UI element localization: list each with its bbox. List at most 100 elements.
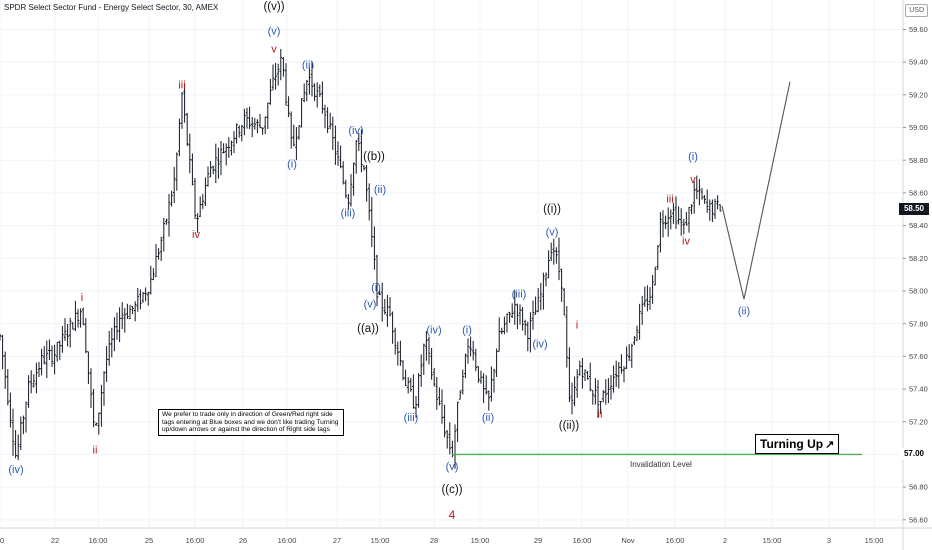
invalidation-price-tag: 57.00 — [899, 448, 929, 461]
ohlc-bar — [562, 288, 566, 316]
ohlc-bar — [243, 108, 246, 136]
ohlc-bar — [305, 79, 309, 102]
ohlc-bar — [6, 369, 10, 406]
ohlc-bar — [97, 412, 101, 435]
ohlc-bar — [120, 302, 124, 330]
ohlc-bar — [87, 351, 90, 385]
wave-label: (ii) — [374, 184, 386, 196]
last-price-tag: 58.50 — [899, 203, 929, 216]
ohlc-bar — [440, 389, 444, 424]
ohlc-bar — [484, 375, 488, 395]
ohlc-bar — [430, 347, 433, 380]
ohlc-bar — [240, 124, 244, 142]
ohlc-bar — [295, 127, 298, 161]
wave-label: (v) — [446, 461, 459, 473]
currency-badge[interactable]: USD — [905, 4, 928, 17]
ohlc-bar — [469, 336, 472, 357]
ohlc-bar — [508, 311, 511, 323]
ohlc-bar — [105, 345, 108, 382]
ohlc-bar — [318, 84, 322, 97]
ohlc-bar — [149, 265, 153, 295]
ohlc-bar — [630, 343, 634, 368]
ohlc-bar — [661, 210, 665, 238]
ohlc-bar — [9, 392, 12, 428]
ohlc-bar — [651, 274, 654, 304]
ohlc-bar — [401, 360, 405, 381]
wave-label: ((ii)) — [559, 420, 580, 432]
ohlc-bar — [16, 434, 20, 461]
ohlc-bar — [672, 202, 675, 224]
ohlc-bar — [627, 344, 631, 362]
wave-labels: (iv)iiiiiiiv3((v))(v)v(i)(ii)(iv)(iii)((… — [8, 1, 750, 522]
ohlc-bar — [3, 351, 7, 389]
projection-line — [721, 81, 791, 300]
price-tick-label: 56.60 — [909, 515, 928, 524]
price-tick-label: 57.40 — [909, 385, 928, 394]
ohlc-bar — [302, 83, 306, 103]
ohlc-bar — [326, 107, 329, 134]
ohlc-bar — [118, 307, 121, 343]
ohlc-bar — [310, 61, 314, 97]
ohlc-bar — [126, 303, 129, 320]
wave-label: (i) — [688, 151, 698, 163]
time-axis[interactable]: 00 22 16:00 25 16:00 26 16:00 27 15:00 28 15:00 29 1… — [0, 527, 932, 545]
ohlc-bar — [128, 305, 132, 320]
ohlc-bar — [692, 181, 696, 214]
wave-label: (i) — [287, 159, 297, 171]
ohlc-bar — [427, 336, 431, 365]
ohlc-bar — [79, 308, 82, 328]
ohlc-bar — [599, 401, 602, 415]
ohlc-bar — [154, 244, 158, 277]
price-tick-label: 58.00 — [909, 287, 928, 296]
time-tick-label: 3 — [827, 536, 831, 545]
ohlc-bar — [479, 370, 483, 384]
ohlc-bar — [237, 125, 241, 138]
ohlc-bar — [248, 106, 251, 129]
ohlc-bar — [716, 195, 719, 210]
ohlc-bar — [206, 166, 210, 187]
ohlc-bar — [513, 290, 517, 325]
ohlc-bar — [300, 98, 303, 128]
ohlc-bar — [227, 137, 231, 158]
ohlc-bar — [718, 204, 722, 212]
ohlc-bar — [653, 266, 657, 286]
ohlc-bar — [656, 245, 660, 270]
ohlc-bar — [261, 127, 264, 135]
ohlc-bar — [432, 368, 436, 387]
ohlc-bar — [334, 125, 337, 165]
wave-label: (v) — [546, 226, 559, 238]
ohlc-bar — [360, 129, 363, 173]
ohlc-bar — [581, 357, 584, 389]
ohlc-bar — [282, 57, 285, 77]
ohlc-bar — [269, 78, 272, 105]
ohlc-bar — [396, 341, 400, 366]
ohlc-bar — [687, 207, 691, 233]
wave-label: ((v)) — [263, 1, 284, 13]
ohlc-bar — [539, 282, 543, 311]
ohlc-bar — [399, 340, 402, 366]
ohlc-bar — [133, 301, 137, 322]
price-axis[interactable]: 56.60 56.80 57.00 57.20 57.40 57.60 57.80 58.00… — [902, 0, 928, 550]
ohlc-bar — [614, 360, 618, 387]
ohlc-bar — [196, 213, 199, 233]
ohlc-bar — [705, 189, 709, 213]
ohlc-bar — [713, 198, 717, 219]
ohlc-bar — [503, 316, 506, 335]
ohlc-bar — [375, 254, 379, 307]
ohlc-bar — [391, 311, 394, 344]
ohlc-bar — [625, 346, 628, 369]
ohlc-bar — [409, 377, 413, 392]
ohlc-bar — [139, 289, 142, 310]
price-tick-label: 57.80 — [909, 319, 928, 328]
ohlc-bar — [211, 165, 215, 175]
ohlc-bar — [534, 296, 537, 315]
ohlc-bar — [256, 119, 259, 134]
ohlc-bar — [414, 396, 418, 418]
ohlc-bar — [183, 83, 186, 123]
ohlc-bar — [178, 118, 181, 157]
wave-label: (ii) — [302, 60, 314, 72]
ohlc-bar — [570, 382, 574, 415]
ohlc-bar — [544, 272, 548, 287]
ohlc-bar — [68, 317, 72, 348]
ohlc-bar — [591, 389, 595, 405]
